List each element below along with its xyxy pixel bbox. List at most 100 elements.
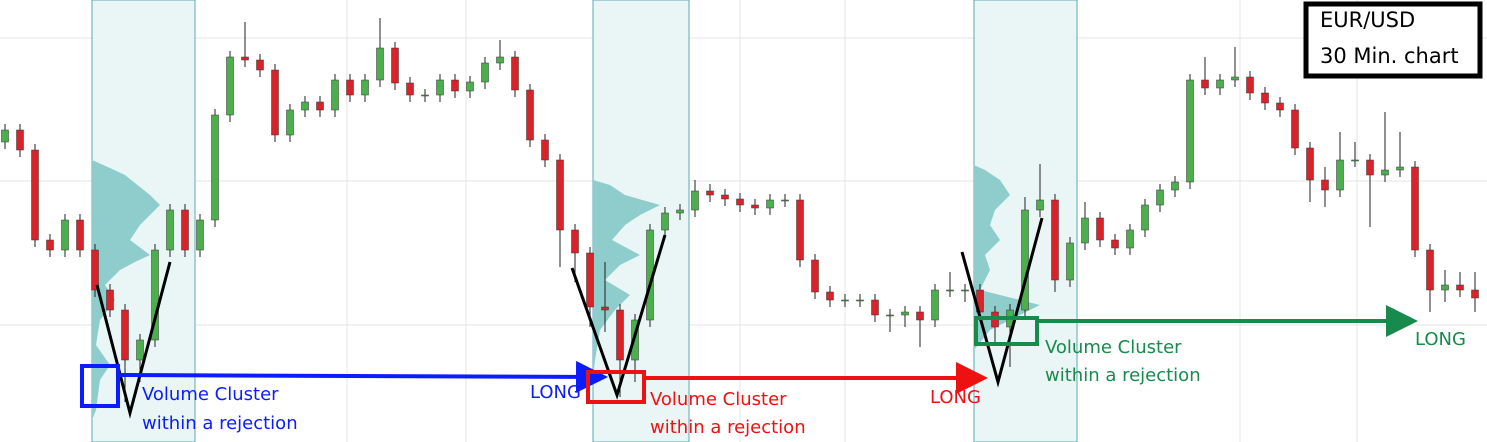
candle-body bbox=[1456, 284, 1464, 291]
candle-body bbox=[271, 69, 279, 136]
annotation: within a rejection bbox=[1045, 365, 1201, 386]
candle-body bbox=[1426, 249, 1434, 291]
candle-body bbox=[1306, 147, 1314, 181]
candle-body bbox=[46, 239, 54, 251]
candle-body bbox=[766, 199, 774, 209]
candle-body bbox=[16, 129, 24, 151]
candle-body bbox=[481, 62, 489, 83]
candle-body bbox=[931, 289, 939, 321]
candle-body bbox=[436, 79, 444, 96]
candle-body bbox=[826, 291, 834, 301]
annotation: LONG bbox=[1415, 329, 1466, 350]
candle-body bbox=[316, 101, 324, 111]
candle-body bbox=[526, 89, 534, 141]
candle-body bbox=[616, 309, 624, 361]
candle-body bbox=[376, 47, 384, 81]
candle-body bbox=[871, 299, 879, 316]
candle-body bbox=[1261, 92, 1269, 104]
candle-body bbox=[1336, 159, 1344, 191]
candle-body bbox=[1, 129, 9, 143]
candle-body bbox=[586, 252, 594, 308]
candle-body bbox=[346, 79, 354, 96]
candle-body bbox=[1396, 166, 1404, 171]
candle-body bbox=[1021, 209, 1029, 311]
candle-body bbox=[256, 59, 264, 71]
annotation: LONG bbox=[930, 387, 981, 408]
candle-body bbox=[1201, 79, 1209, 89]
candle-body bbox=[1156, 189, 1164, 206]
annotation: within a rejection bbox=[650, 417, 806, 438]
candle-body bbox=[946, 289, 954, 292]
candle-body bbox=[1126, 229, 1134, 249]
candle-body bbox=[361, 79, 369, 96]
candle-body bbox=[1141, 204, 1149, 231]
title-box bbox=[1303, 1, 1483, 79]
candle-body bbox=[1381, 169, 1389, 176]
annotation: Volume Cluster bbox=[142, 384, 279, 405]
candle-body bbox=[451, 79, 459, 92]
candle-body bbox=[1291, 109, 1299, 149]
candle-body bbox=[1111, 239, 1119, 249]
candle-body bbox=[31, 149, 39, 241]
candle-body bbox=[1471, 289, 1479, 299]
candle-body bbox=[556, 159, 564, 231]
candle-body bbox=[1231, 76, 1239, 81]
candle-body bbox=[1081, 217, 1089, 244]
candle-body bbox=[1216, 79, 1224, 89]
candle-body bbox=[781, 199, 789, 202]
candle-body bbox=[961, 289, 969, 292]
candle-body bbox=[1366, 159, 1374, 176]
candle-body bbox=[136, 339, 144, 361]
candle-body bbox=[301, 101, 309, 111]
candle-body bbox=[1276, 102, 1284, 111]
candle-body bbox=[181, 209, 189, 251]
candle-body bbox=[811, 259, 819, 293]
candle-body bbox=[571, 229, 579, 254]
candle-body bbox=[1441, 284, 1449, 291]
candle-body bbox=[1171, 181, 1179, 191]
annotation: within a rejection bbox=[142, 413, 298, 434]
candle-body bbox=[1066, 242, 1074, 281]
candle-body bbox=[166, 209, 174, 251]
annotation: Volume Cluster bbox=[1045, 337, 1182, 358]
chart-title: EUR/USD bbox=[1320, 8, 1415, 32]
candle-body bbox=[721, 194, 729, 200]
candle-body bbox=[1411, 166, 1419, 251]
candle-body bbox=[736, 198, 744, 206]
candle-body bbox=[241, 56, 249, 61]
candle-body bbox=[286, 109, 294, 136]
candle-body bbox=[496, 56, 504, 64]
candle-body bbox=[211, 114, 219, 221]
candle-body bbox=[1351, 159, 1359, 162]
candle-body bbox=[751, 204, 759, 209]
candle-body bbox=[1096, 217, 1104, 241]
candle-body bbox=[91, 249, 99, 291]
candle-body bbox=[541, 139, 549, 161]
candle-body bbox=[61, 219, 69, 251]
candle-body bbox=[1321, 179, 1329, 191]
candle-body bbox=[511, 56, 519, 91]
candle-body bbox=[841, 299, 849, 302]
candles bbox=[1, 18, 1479, 402]
candle-body bbox=[421, 94, 429, 97]
candle-body bbox=[226, 56, 234, 116]
candle-body bbox=[691, 190, 699, 211]
candle-body bbox=[196, 219, 204, 251]
candle-body bbox=[331, 79, 339, 111]
candle-body bbox=[886, 314, 894, 317]
candle-body bbox=[856, 299, 864, 302]
candle-body bbox=[1186, 79, 1194, 183]
chart-subtitle: 30 Min. chart bbox=[1320, 44, 1459, 68]
candle-body bbox=[601, 306, 609, 311]
annotation: LONG bbox=[530, 382, 581, 403]
candle-body bbox=[121, 309, 129, 361]
candle-body bbox=[1036, 199, 1044, 211]
candle-body bbox=[151, 249, 159, 341]
candle-body bbox=[76, 219, 84, 251]
rejection-lines bbox=[95, 217, 1044, 419]
candle-body bbox=[391, 47, 399, 84]
signals bbox=[80, 305, 1418, 408]
candle-body bbox=[1051, 199, 1059, 281]
